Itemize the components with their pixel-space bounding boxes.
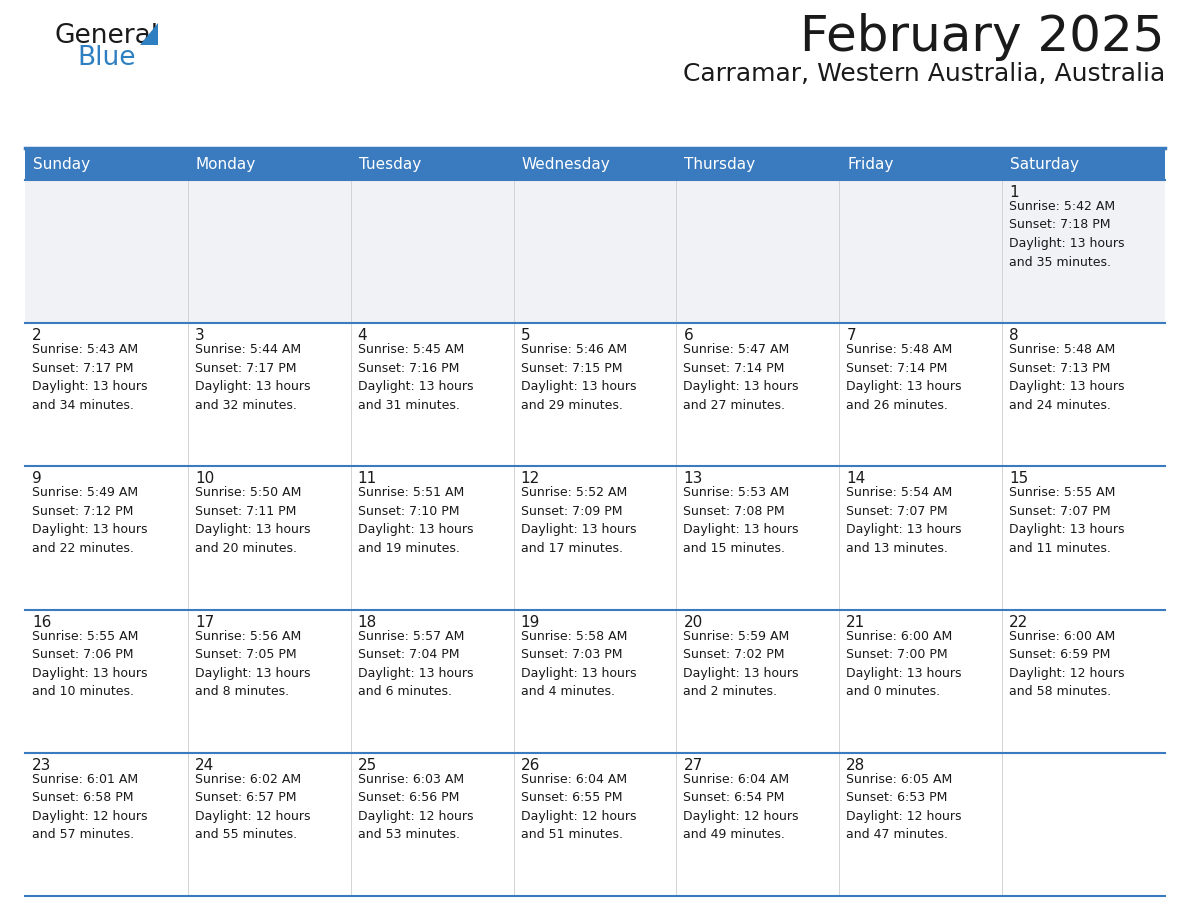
Text: 9: 9 <box>32 472 42 487</box>
Text: Sunrise: 5:59 AM
Sunset: 7:02 PM
Daylight: 13 hours
and 2 minutes.: Sunrise: 5:59 AM Sunset: 7:02 PM Dayligh… <box>683 630 798 698</box>
Text: 20: 20 <box>683 614 702 630</box>
Text: Sunrise: 5:46 AM
Sunset: 7:15 PM
Daylight: 13 hours
and 29 minutes.: Sunrise: 5:46 AM Sunset: 7:15 PM Dayligh… <box>520 343 636 411</box>
Text: Sunrise: 5:58 AM
Sunset: 7:03 PM
Daylight: 13 hours
and 4 minutes.: Sunrise: 5:58 AM Sunset: 7:03 PM Dayligh… <box>520 630 636 698</box>
Bar <box>25 753 1165 896</box>
Text: 15: 15 <box>1009 472 1029 487</box>
Text: Monday: Monday <box>196 156 257 172</box>
Text: 2: 2 <box>32 329 42 343</box>
Text: Sunrise: 5:44 AM
Sunset: 7:17 PM
Daylight: 13 hours
and 32 minutes.: Sunrise: 5:44 AM Sunset: 7:17 PM Dayligh… <box>195 343 310 411</box>
Bar <box>25 466 1165 610</box>
Text: Carramar, Western Australia, Australia: Carramar, Western Australia, Australia <box>683 62 1165 86</box>
Bar <box>25 323 1165 466</box>
Text: Saturday: Saturday <box>1010 156 1079 172</box>
Text: 4: 4 <box>358 329 367 343</box>
Text: Sunrise: 5:50 AM
Sunset: 7:11 PM
Daylight: 13 hours
and 20 minutes.: Sunrise: 5:50 AM Sunset: 7:11 PM Dayligh… <box>195 487 310 554</box>
Text: Friday: Friday <box>847 156 893 172</box>
Text: 7: 7 <box>846 329 855 343</box>
Polygon shape <box>140 23 158 45</box>
Text: 23: 23 <box>32 757 51 773</box>
Text: Sunrise: 6:01 AM
Sunset: 6:58 PM
Daylight: 12 hours
and 57 minutes.: Sunrise: 6:01 AM Sunset: 6:58 PM Dayligh… <box>32 773 147 841</box>
Text: 13: 13 <box>683 472 703 487</box>
Text: Wednesday: Wednesday <box>522 156 611 172</box>
Text: 17: 17 <box>195 614 214 630</box>
Text: 3: 3 <box>195 329 204 343</box>
Bar <box>25 180 1165 323</box>
Bar <box>25 148 1165 180</box>
Text: Thursday: Thursday <box>684 156 756 172</box>
Text: Sunrise: 5:48 AM
Sunset: 7:14 PM
Daylight: 13 hours
and 26 minutes.: Sunrise: 5:48 AM Sunset: 7:14 PM Dayligh… <box>846 343 962 411</box>
Text: 19: 19 <box>520 614 541 630</box>
Text: Sunrise: 5:51 AM
Sunset: 7:10 PM
Daylight: 13 hours
and 19 minutes.: Sunrise: 5:51 AM Sunset: 7:10 PM Dayligh… <box>358 487 473 554</box>
Text: Sunrise: 5:52 AM
Sunset: 7:09 PM
Daylight: 13 hours
and 17 minutes.: Sunrise: 5:52 AM Sunset: 7:09 PM Dayligh… <box>520 487 636 554</box>
Text: Sunrise: 5:54 AM
Sunset: 7:07 PM
Daylight: 13 hours
and 13 minutes.: Sunrise: 5:54 AM Sunset: 7:07 PM Dayligh… <box>846 487 962 554</box>
Text: 12: 12 <box>520 472 539 487</box>
Text: Sunrise: 5:42 AM
Sunset: 7:18 PM
Daylight: 13 hours
and 35 minutes.: Sunrise: 5:42 AM Sunset: 7:18 PM Dayligh… <box>1009 200 1125 268</box>
Text: Sunrise: 6:00 AM
Sunset: 7:00 PM
Daylight: 13 hours
and 0 minutes.: Sunrise: 6:00 AM Sunset: 7:00 PM Dayligh… <box>846 630 962 698</box>
Text: Sunrise: 5:55 AM
Sunset: 7:07 PM
Daylight: 13 hours
and 11 minutes.: Sunrise: 5:55 AM Sunset: 7:07 PM Dayligh… <box>1009 487 1125 554</box>
Text: Sunrise: 6:05 AM
Sunset: 6:53 PM
Daylight: 12 hours
and 47 minutes.: Sunrise: 6:05 AM Sunset: 6:53 PM Dayligh… <box>846 773 962 841</box>
Text: 28: 28 <box>846 757 866 773</box>
Text: Sunrise: 6:03 AM
Sunset: 6:56 PM
Daylight: 12 hours
and 53 minutes.: Sunrise: 6:03 AM Sunset: 6:56 PM Dayligh… <box>358 773 473 841</box>
Text: 1: 1 <box>1009 185 1019 200</box>
Bar <box>25 610 1165 753</box>
Text: Sunrise: 6:02 AM
Sunset: 6:57 PM
Daylight: 12 hours
and 55 minutes.: Sunrise: 6:02 AM Sunset: 6:57 PM Dayligh… <box>195 773 310 841</box>
Text: 24: 24 <box>195 757 214 773</box>
Text: Sunrise: 6:04 AM
Sunset: 6:55 PM
Daylight: 12 hours
and 51 minutes.: Sunrise: 6:04 AM Sunset: 6:55 PM Dayligh… <box>520 773 636 841</box>
Text: Sunrise: 6:00 AM
Sunset: 6:59 PM
Daylight: 12 hours
and 58 minutes.: Sunrise: 6:00 AM Sunset: 6:59 PM Dayligh… <box>1009 630 1125 698</box>
Text: 5: 5 <box>520 329 530 343</box>
Text: 26: 26 <box>520 757 541 773</box>
Text: 16: 16 <box>32 614 51 630</box>
Text: 27: 27 <box>683 757 702 773</box>
Text: Sunrise: 5:49 AM
Sunset: 7:12 PM
Daylight: 13 hours
and 22 minutes.: Sunrise: 5:49 AM Sunset: 7:12 PM Dayligh… <box>32 487 147 554</box>
Text: 21: 21 <box>846 614 866 630</box>
Text: Sunday: Sunday <box>33 156 90 172</box>
Text: Tuesday: Tuesday <box>359 156 421 172</box>
Text: 14: 14 <box>846 472 866 487</box>
Text: Blue: Blue <box>77 45 135 71</box>
Text: Sunrise: 5:47 AM
Sunset: 7:14 PM
Daylight: 13 hours
and 27 minutes.: Sunrise: 5:47 AM Sunset: 7:14 PM Dayligh… <box>683 343 798 411</box>
Text: Sunrise: 5:55 AM
Sunset: 7:06 PM
Daylight: 13 hours
and 10 minutes.: Sunrise: 5:55 AM Sunset: 7:06 PM Dayligh… <box>32 630 147 698</box>
Text: Sunrise: 6:04 AM
Sunset: 6:54 PM
Daylight: 12 hours
and 49 minutes.: Sunrise: 6:04 AM Sunset: 6:54 PM Dayligh… <box>683 773 798 841</box>
Text: Sunrise: 5:45 AM
Sunset: 7:16 PM
Daylight: 13 hours
and 31 minutes.: Sunrise: 5:45 AM Sunset: 7:16 PM Dayligh… <box>358 343 473 411</box>
Text: Sunrise: 5:56 AM
Sunset: 7:05 PM
Daylight: 13 hours
and 8 minutes.: Sunrise: 5:56 AM Sunset: 7:05 PM Dayligh… <box>195 630 310 698</box>
Text: 22: 22 <box>1009 614 1029 630</box>
Text: 8: 8 <box>1009 329 1019 343</box>
Text: 18: 18 <box>358 614 377 630</box>
Text: General: General <box>55 23 159 49</box>
Text: 11: 11 <box>358 472 377 487</box>
Text: 6: 6 <box>683 329 693 343</box>
Text: 10: 10 <box>195 472 214 487</box>
Text: Sunrise: 5:57 AM
Sunset: 7:04 PM
Daylight: 13 hours
and 6 minutes.: Sunrise: 5:57 AM Sunset: 7:04 PM Dayligh… <box>358 630 473 698</box>
Text: Sunrise: 5:53 AM
Sunset: 7:08 PM
Daylight: 13 hours
and 15 minutes.: Sunrise: 5:53 AM Sunset: 7:08 PM Dayligh… <box>683 487 798 554</box>
Text: Sunrise: 5:48 AM
Sunset: 7:13 PM
Daylight: 13 hours
and 24 minutes.: Sunrise: 5:48 AM Sunset: 7:13 PM Dayligh… <box>1009 343 1125 411</box>
Text: 25: 25 <box>358 757 377 773</box>
Text: Sunrise: 5:43 AM
Sunset: 7:17 PM
Daylight: 13 hours
and 34 minutes.: Sunrise: 5:43 AM Sunset: 7:17 PM Dayligh… <box>32 343 147 411</box>
Text: February 2025: February 2025 <box>801 13 1165 61</box>
